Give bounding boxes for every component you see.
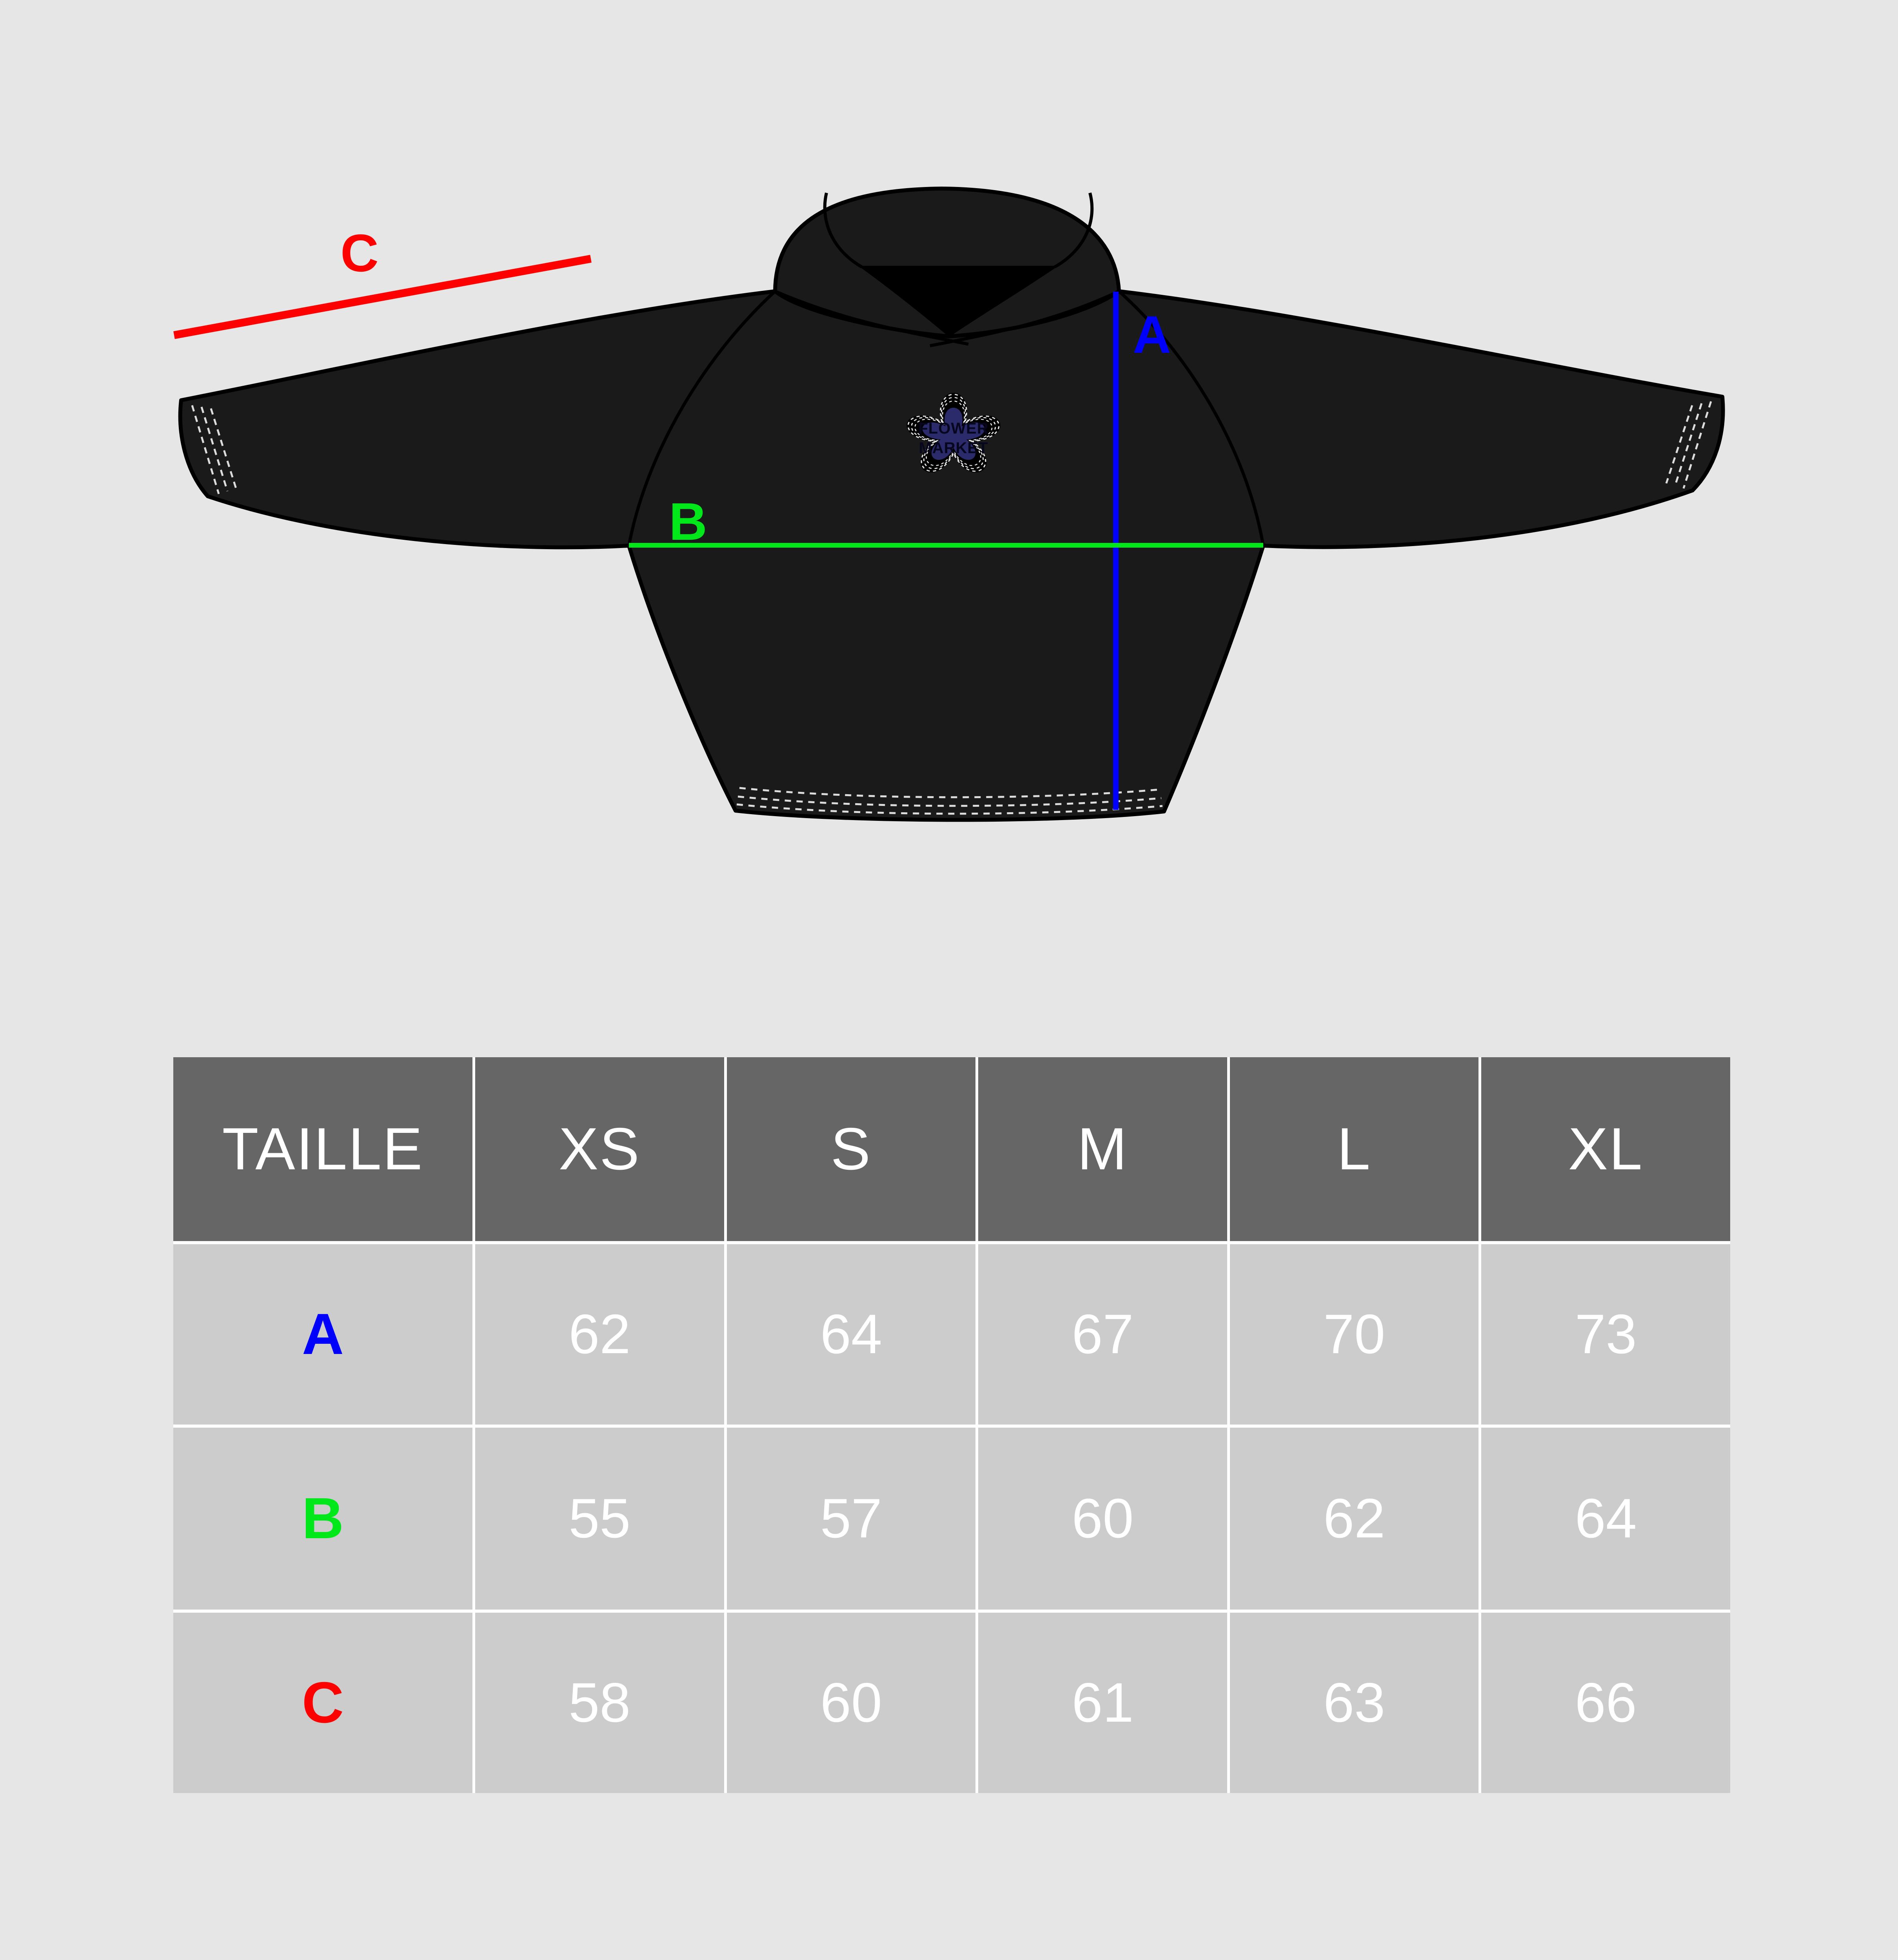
size-table: TAILLE XS S M L XL A 62 64 67 70 73 B 55… (173, 1057, 1730, 1793)
row-c-value-l: 63 (1230, 1613, 1479, 1793)
row-b-label: B (173, 1428, 472, 1610)
row-b-value-xl: 64 (1481, 1428, 1730, 1610)
row-c-value-s: 60 (727, 1613, 976, 1793)
measure-label-b: B (669, 492, 707, 551)
left-armscye-seam (627, 290, 776, 546)
row-a-value-l: 70 (1230, 1244, 1479, 1425)
hood-rim-seams (774, 192, 1120, 347)
row-a-value-xl: 73 (1481, 1244, 1730, 1425)
row-a-value-m: 67 (978, 1244, 1227, 1425)
logo-stitch-rings (907, 394, 1000, 472)
header-cell-xs: XS (475, 1057, 724, 1241)
left-cuff-stitching (191, 405, 237, 494)
row-b-value-m: 60 (978, 1428, 1227, 1610)
right-cuff-stitching (1665, 401, 1712, 489)
row-b-value-s: 57 (727, 1428, 976, 1610)
row-c-label: C (173, 1613, 472, 1793)
hem-stitching (736, 787, 1163, 815)
header-cell-l: L (1230, 1057, 1479, 1241)
logo-text-bottom: MARKET (919, 439, 988, 457)
logo-petals (922, 408, 985, 460)
header-cell-taille: TAILLE (173, 1057, 472, 1241)
logo-text-top: FLOWER (918, 420, 988, 437)
measure-label-c: C (340, 223, 379, 283)
row-c-value-xl: 66 (1481, 1613, 1730, 1793)
row-a-label: A (173, 1244, 472, 1425)
hoodie-diagram: FLOWER MARKET (173, 187, 1725, 822)
measure-label-a: A (1133, 305, 1171, 364)
header-cell-xl: XL (1481, 1057, 1730, 1241)
row-a-value-xs: 62 (475, 1244, 724, 1425)
hood-opening (858, 266, 1059, 337)
row-a-value-s: 64 (727, 1244, 976, 1425)
hoodie-body-and-sleeves (178, 289, 1725, 822)
row-b-value-l: 62 (1230, 1428, 1479, 1610)
flower-logo-patch: FLOWER MARKET (906, 393, 1001, 473)
header-cell-s: S (727, 1057, 976, 1241)
row-c-value-m: 61 (978, 1613, 1227, 1793)
right-armscye-seam (1118, 290, 1265, 546)
row-b-value-xs: 55 (475, 1428, 724, 1610)
header-cell-m: M (978, 1057, 1227, 1241)
row-c-value-xs: 58 (475, 1613, 724, 1793)
measure-line-c (173, 255, 592, 339)
